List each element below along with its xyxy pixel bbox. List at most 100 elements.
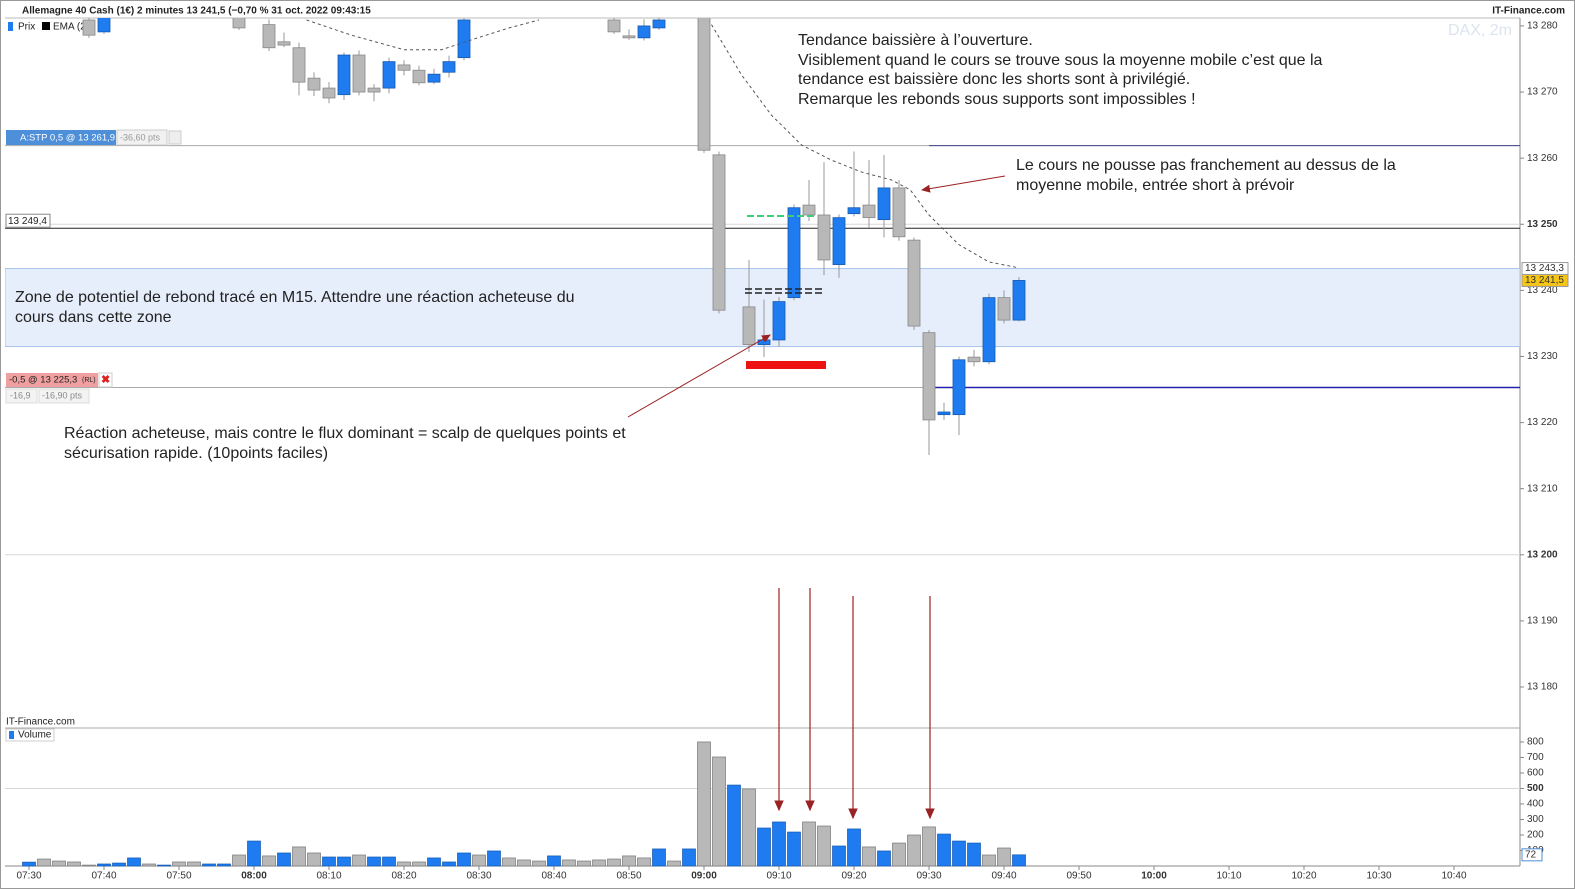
volume-bar	[277, 852, 291, 867]
y-tick-label: 600	[1527, 768, 1544, 779]
volume-legend-box	[5, 728, 55, 742]
annotation: sécurisation rapide. (10points faciles)	[64, 445, 328, 462]
volume-bar	[967, 842, 981, 867]
order-limit-text: -0,5 @ 13 225,3	[9, 375, 77, 386]
volume-bar	[142, 863, 156, 867]
candle-body	[442, 61, 456, 73]
annotation: cours dans cette zone	[15, 309, 172, 326]
volume-bar	[592, 859, 606, 867]
x-tick-label: 08:40	[541, 871, 566, 882]
volume-bar	[127, 857, 141, 867]
y-tick-label: 500	[1527, 783, 1544, 794]
order-stop-text: A:STP 0,5 @ 13 261,9	[20, 133, 115, 144]
volume-bar	[622, 855, 636, 867]
y-tick-label: 13 210	[1527, 483, 1558, 494]
order-close[interactable]	[98, 372, 113, 388]
header-title: Allemagne 40 Cash (1€) 2 minutes 13 241,…	[22, 6, 371, 17]
ema-line	[711, 24, 1020, 269]
legend-swatch	[9, 731, 14, 739]
candle-body	[802, 204, 816, 216]
legend-ema: EMA (20)	[53, 22, 95, 33]
volume-bar	[547, 855, 561, 867]
volume-bar	[307, 852, 321, 867]
candle-body	[382, 61, 396, 89]
y-tick-label: 13 220	[1527, 417, 1558, 428]
candle-body	[307, 77, 321, 91]
volume-bar	[52, 860, 66, 867]
x-tick-label: 07:40	[91, 871, 116, 882]
volume-bar	[247, 840, 261, 867]
volume-bar	[187, 861, 201, 867]
volume-bar	[397, 861, 411, 867]
x-tick-label: 07:50	[166, 871, 191, 882]
volume-bar	[922, 826, 936, 867]
level-tag	[5, 213, 51, 228]
x-tick-label: 10:40	[1441, 871, 1466, 882]
candle-body	[622, 35, 636, 39]
volume-bar	[1012, 854, 1026, 867]
volume-bar	[67, 861, 81, 867]
annotation: Tendance baissière à l’ouverture.	[798, 32, 1033, 49]
annotation: Remarque les rebonds sous supports sont …	[798, 91, 1196, 108]
x-tick-label: 09:50	[1066, 871, 1091, 882]
y-tick-label: 200	[1527, 830, 1544, 841]
candle-body	[322, 87, 336, 99]
candle-body	[607, 19, 621, 33]
order-pts	[116, 129, 168, 146]
rebound-zone	[5, 268, 1520, 348]
volume-bar	[712, 756, 726, 867]
candle-body	[652, 19, 666, 29]
volume-bar	[112, 862, 126, 867]
volume-bar	[757, 827, 771, 867]
y-tick-label: 13 280	[1527, 21, 1558, 32]
x-tick-label: 10:30	[1366, 871, 1391, 882]
order-close-x[interactable]: ✖	[101, 374, 110, 386]
y-tick-label: 13 240	[1527, 285, 1558, 296]
volume-bar	[817, 825, 831, 867]
candle-body	[262, 24, 276, 49]
volume-bar	[847, 828, 861, 867]
order-close[interactable]	[168, 130, 182, 145]
candle-body	[397, 64, 411, 71]
volume-bar	[532, 860, 546, 867]
volume-marker	[1521, 848, 1543, 862]
volume-bar	[667, 860, 681, 867]
level-label: 13 249,4	[8, 216, 47, 227]
candle-body	[922, 332, 936, 421]
volume-bar	[382, 856, 396, 867]
x-tick-label: 10:10	[1216, 871, 1241, 882]
header-bar	[5, 4, 1570, 18]
candle-body	[427, 73, 441, 83]
y-tick-label: 13 180	[1527, 682, 1558, 693]
volume-bar	[487, 850, 501, 867]
candle-body	[412, 69, 426, 84]
candle-body	[232, 18, 246, 29]
candle-body	[457, 19, 471, 59]
candle-body	[697, 18, 711, 151]
volume-bar	[202, 863, 216, 867]
volume-bar	[292, 846, 306, 867]
y-tick-label: 13 230	[1527, 351, 1558, 362]
y-tick-label: 13 250	[1527, 219, 1558, 230]
x-tick-label: 09:20	[841, 871, 866, 882]
volume-bar	[412, 861, 426, 867]
volume-bar	[862, 846, 876, 867]
order-pnl	[38, 388, 90, 404]
volume-bar	[352, 854, 366, 867]
volume-bar	[577, 860, 591, 867]
volume-bar	[262, 855, 276, 867]
volume-bar	[502, 857, 516, 867]
overlay: A:STP 0,5 @ 13 261,9 -36,60 pts -0,5 @ 1…	[5, 32, 1396, 820]
volume-bar	[322, 856, 336, 867]
candle-body	[787, 207, 801, 299]
arrow	[921, 175, 1006, 193]
candle-body	[982, 297, 996, 363]
legend-swatch	[42, 22, 50, 30]
order-stop	[6, 130, 116, 145]
x-tick-label: 09:10	[766, 871, 791, 882]
volume-bar	[157, 864, 171, 867]
candle-body	[967, 356, 981, 363]
volume-bar	[937, 833, 951, 867]
candle-body	[742, 306, 756, 345]
